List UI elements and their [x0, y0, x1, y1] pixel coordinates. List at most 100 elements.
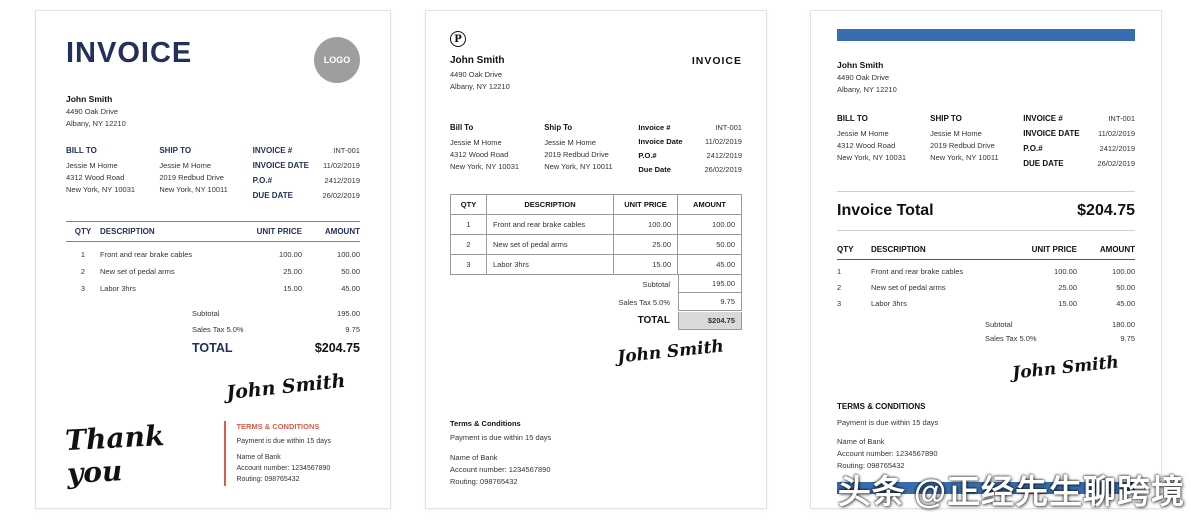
- bank-routing: Routing: 098765432: [450, 477, 518, 486]
- invoice-total-banner: Invoice Total $204.75: [837, 190, 1135, 231]
- total-value: $204.75: [314, 340, 360, 355]
- ship-to-block: SHIP TO Jessie M Home 2019 Redbud Drive …: [159, 145, 252, 204]
- due-date-row: DUE DATE 26/02/2019: [1023, 158, 1135, 171]
- tax-row: Sales Tax 5.0% 9.75: [192, 325, 360, 334]
- invoice-date-row: INVOICE DATE 11/02/2019: [253, 160, 360, 173]
- table-row: 1 Front and rear brake cables 100.00 100…: [66, 242, 360, 259]
- subtotal-label: Subtotal: [985, 319, 1013, 329]
- qty-header: QTY: [74, 226, 92, 236]
- bank-name: Name of Bank: [837, 437, 885, 446]
- subtotal-value: 195.00: [678, 275, 742, 294]
- invoice2-header: John Smith 4490 Oak Drive Albany, NY 122…: [450, 55, 742, 92]
- due-date-value: 26/02/2019: [1097, 158, 1135, 168]
- invoice-date-label: INVOICE DATE: [252, 161, 309, 171]
- invoice-date-label: INVOICE DATE: [1023, 129, 1080, 139]
- sender-address-line1: 4490 Oak Drive: [66, 107, 119, 117]
- invoice1-header: INVOICE LOGO: [66, 37, 360, 83]
- signature: John Smith: [616, 336, 725, 368]
- qty-header: QTY: [837, 244, 854, 254]
- po-number-value: 2412/2019: [324, 176, 360, 186]
- invoice-template-2: P John Smith 4490 Oak Drive Albany, NY 1…: [425, 10, 767, 509]
- po-number-value: 2412/2019: [1099, 144, 1135, 154]
- terms-block: Terms & Conditions Payment is due within…: [450, 418, 742, 488]
- row-qty: 3: [80, 283, 86, 293]
- invoice1-title: INVOICE: [66, 37, 193, 69]
- ship-to-address-line1: 2019 Redbud Drive: [930, 141, 995, 151]
- invoice3-sender-block: John Smith 4490 Oak Drive Albany, NY 122…: [837, 59, 1135, 95]
- terms-line: Payment is due within 15 days: [236, 437, 332, 445]
- row-description: Labor 3hrs: [487, 255, 614, 276]
- row-qty: 2: [837, 282, 842, 292]
- invoice-date-row: Invoice Date 11/02/2019: [638, 136, 742, 148]
- toutiao-logo-text: 头条: [837, 473, 906, 510]
- table-header-row: QTY DESCRIPTION UNIT PRICE AMOUNT: [66, 220, 360, 242]
- bank-name: Name of Bank: [450, 453, 498, 462]
- invoice2-line-items-table: QTY DESCRIPTION UNIT PRICE AMOUNT 1 Fron…: [450, 194, 742, 276]
- bank-account: Account number: 1234567890: [236, 465, 331, 473]
- watermark-handle: @正经先生聊跨境: [913, 473, 1185, 510]
- table-row: 2 New set of pedal arms 25.00 50.00: [837, 276, 1135, 292]
- invoice-number-value: INT-001: [1108, 114, 1135, 124]
- bottom-accent-bar: [837, 482, 1135, 494]
- bill-to-address-line2: New York, NY 10031: [450, 161, 520, 171]
- subtotal-value: 180.00: [1112, 319, 1135, 329]
- row-amount: 50.00: [678, 235, 742, 256]
- table-row: 2 New set of pedal arms 25.00 50.00: [66, 259, 360, 276]
- subtotal-row: Subtotal 195.00: [192, 309, 360, 318]
- invoice2-totals: Subtotal 195.00 Sales Tax 5.0% 9.75 TOTA…: [450, 275, 742, 330]
- amount-header: AMOUNT: [678, 195, 742, 216]
- row-description: New set of pedal arms: [871, 282, 946, 292]
- unit-price-header: UNIT PRICE: [1031, 244, 1077, 254]
- po-number-label: P.O.#: [1023, 144, 1043, 154]
- bill-to-label: Bill To: [450, 123, 474, 133]
- ship-to-address-line2: New York, NY 10011: [544, 161, 613, 171]
- amount-header: AMOUNT: [324, 226, 360, 236]
- ship-to-address-line2: New York, NY 10011: [159, 185, 228, 195]
- logo-placeholder: LOGO: [314, 37, 360, 83]
- po-number-value: 2412/2019: [706, 151, 742, 161]
- subtotal-row: Subtotal 180.00: [985, 320, 1135, 329]
- subtotal-value: 195.00: [337, 308, 360, 318]
- bank-name: Name of Bank: [236, 454, 281, 462]
- total-label: TOTAL: [637, 315, 670, 327]
- due-date-row: DUE DATE 26/02/2019: [253, 190, 360, 203]
- sender-name: John Smith: [450, 55, 505, 66]
- po-number-label: P.O.#: [638, 151, 657, 161]
- ship-to-label: SHIP TO: [159, 146, 192, 156]
- invoice3-totals: Subtotal 180.00 Sales Tax 5.0% 9.75: [985, 320, 1135, 348]
- tax-value: 9.75: [1120, 333, 1135, 343]
- terms-block: TERMS & CONDITIONS Payment is due within…: [224, 421, 360, 486]
- ship-to-name: Jessie M Home: [930, 129, 982, 139]
- invoice-date-label: Invoice Date: [638, 137, 683, 147]
- bill-to-name: Jessie M Home: [66, 161, 118, 171]
- po-number-row: P.O.# 2412/2019: [1023, 143, 1135, 156]
- description-header: DESCRIPTION: [100, 226, 155, 236]
- row-amount: 50.00: [1116, 282, 1135, 292]
- invoice-number-label: Invoice #: [638, 123, 671, 133]
- invoice-number-row: INVOICE # INT-001: [1023, 113, 1135, 126]
- subtotal-label: Subtotal: [192, 308, 220, 318]
- ship-to-address-line1: 2019 Redbud Drive: [159, 173, 224, 183]
- row-unit-price: 25.00: [283, 266, 302, 276]
- table-row: 3 Labor 3hrs 15.00 45.00: [451, 255, 742, 276]
- signature: John Smith: [225, 369, 347, 404]
- total-label: TOTAL: [192, 340, 233, 355]
- row-unit-price: 15.00: [1058, 298, 1077, 308]
- sender-address-line1: 4490 Oak Drive: [450, 70, 503, 79]
- invoice-template-1: INVOICE LOGO John Smith 4490 Oak Drive A…: [35, 10, 391, 509]
- invoice2-parties: Bill To Jessie M Home 4312 Wood Road New…: [450, 122, 742, 178]
- pinterest-icon: P: [450, 31, 466, 47]
- bill-to-address-line1: 4312 Wood Road: [837, 141, 896, 151]
- description-header: DESCRIPTION: [487, 195, 614, 216]
- row-description: Front and rear brake cables: [100, 249, 193, 259]
- invoice-number-value: INT-001: [333, 146, 360, 156]
- invoice-number-value: INT-001: [715, 123, 742, 133]
- sender-address-line2: Albany, NY 12210: [66, 118, 126, 128]
- due-date-label: DUE DATE: [252, 190, 293, 200]
- row-description: Labor 3hrs: [871, 298, 907, 308]
- row-qty: 1: [451, 215, 487, 236]
- row-qty: 2: [80, 266, 86, 276]
- ship-to-block: SHIP TO Jessie M Home 2019 Redbud Drive …: [930, 113, 1023, 172]
- invoice1-meta: INVOICE # INT-001 INVOICE DATE 11/02/201…: [253, 145, 360, 204]
- due-date-label: DUE DATE: [1023, 158, 1064, 168]
